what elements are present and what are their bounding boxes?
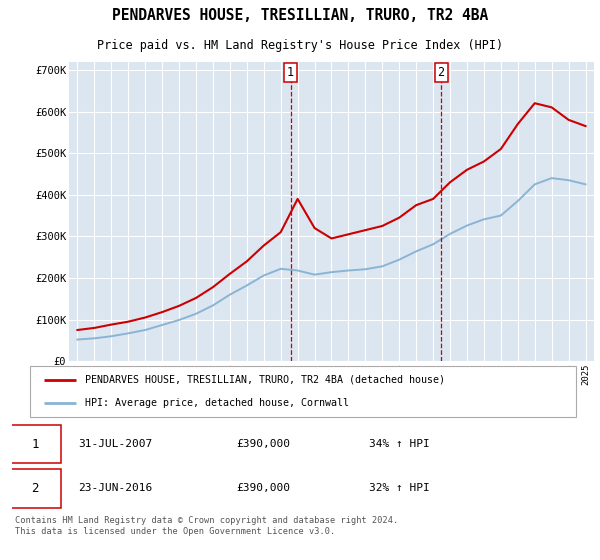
Text: PENDARVES HOUSE, TRESILLIAN, TRURO, TR2 4BA (detached house): PENDARVES HOUSE, TRESILLIAN, TRURO, TR2 … (85, 375, 445, 385)
Text: 2: 2 (31, 482, 39, 495)
Text: HPI: Average price, detached house, Cornwall: HPI: Average price, detached house, Corn… (85, 398, 349, 408)
Text: Contains HM Land Registry data © Crown copyright and database right 2024.
This d: Contains HM Land Registry data © Crown c… (15, 516, 398, 536)
FancyBboxPatch shape (30, 366, 576, 417)
Text: 1: 1 (31, 437, 39, 451)
FancyBboxPatch shape (9, 469, 61, 508)
Text: £390,000: £390,000 (236, 439, 290, 449)
Text: PENDARVES HOUSE, TRESILLIAN, TRURO, TR2 4BA: PENDARVES HOUSE, TRESILLIAN, TRURO, TR2 … (112, 8, 488, 24)
Text: 23-JUN-2016: 23-JUN-2016 (78, 483, 152, 493)
Text: 2: 2 (437, 66, 445, 79)
FancyBboxPatch shape (9, 424, 61, 464)
Text: £390,000: £390,000 (236, 483, 290, 493)
Text: 32% ↑ HPI: 32% ↑ HPI (369, 483, 430, 493)
Text: 34% ↑ HPI: 34% ↑ HPI (369, 439, 430, 449)
Text: 1: 1 (287, 66, 294, 79)
Text: 31-JUL-2007: 31-JUL-2007 (78, 439, 152, 449)
Text: Price paid vs. HM Land Registry's House Price Index (HPI): Price paid vs. HM Land Registry's House … (97, 39, 503, 52)
